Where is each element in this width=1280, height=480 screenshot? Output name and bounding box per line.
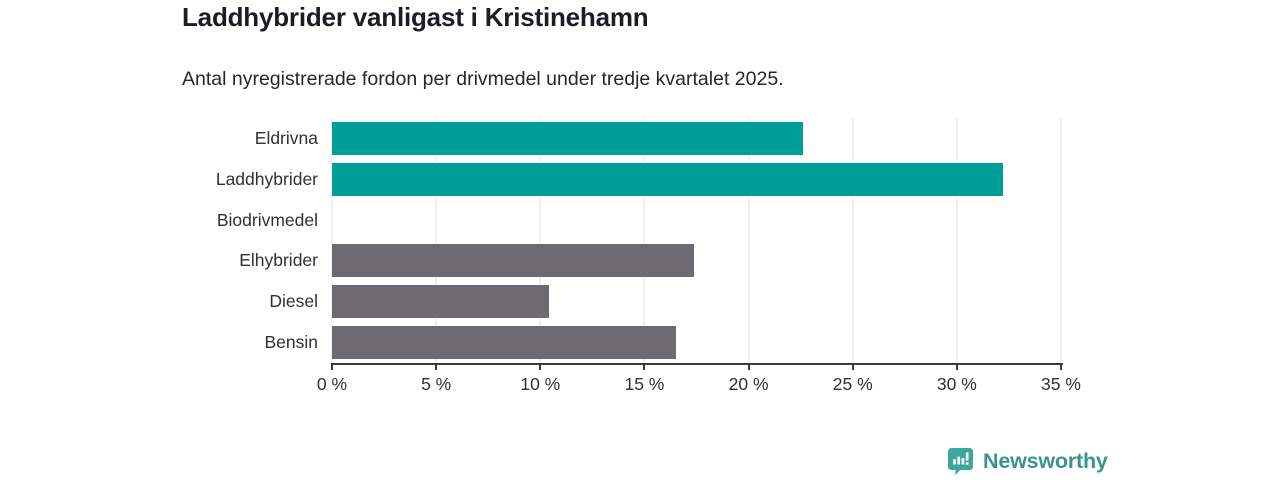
axis-tick-label: 0 % <box>316 374 348 394</box>
gridline <box>748 118 750 363</box>
axis-tick-label: 5 % <box>421 374 452 394</box>
gridline <box>435 118 437 363</box>
category-label: Elhybrider <box>239 250 318 271</box>
gridline <box>956 118 958 363</box>
axis-tick <box>539 363 542 370</box>
gridline <box>643 118 645 363</box>
category-label: Diesel <box>269 291 318 312</box>
axis-tick-label: 25 % <box>832 374 873 394</box>
axis-tick-label: 30 % <box>936 374 977 394</box>
gridline <box>539 118 541 363</box>
category-label: Eldrivna <box>254 127 318 148</box>
newsworthy-wordmark: Newsworthy <box>983 449 1108 473</box>
axis-tick <box>643 363 646 370</box>
axis-tick <box>435 363 438 370</box>
chart-title: Laddhybrider vanligast i Kristinehamn <box>182 2 649 32</box>
axis-tick <box>747 363 750 370</box>
axis-tick-label: 20 % <box>728 374 769 394</box>
bar-bensin <box>332 326 676 360</box>
category-label: Biodrivmedel <box>216 209 318 230</box>
gridline <box>331 118 333 363</box>
bar-diesel <box>332 285 549 319</box>
bar-laddhybrider <box>332 162 1003 196</box>
bar-elhybrider <box>332 244 695 278</box>
category-label: Laddhybrider <box>215 168 318 189</box>
gridline <box>852 118 854 363</box>
axis-tick-label: 15 % <box>624 374 665 394</box>
axis-tick <box>851 363 854 370</box>
axis-tick <box>955 363 958 370</box>
x-axis-line <box>331 363 1063 365</box>
axis-tick-label: 35 % <box>1041 374 1081 394</box>
category-label: Bensin <box>264 332 318 353</box>
category-labels: Eldrivna Laddhybrider Biodrivmedel Elhybrid… <box>0 118 318 363</box>
chart-subtitle: Antal nyregistrerade fordon per drivmede… <box>182 68 784 90</box>
bar-eldrivna <box>332 121 803 155</box>
newsworthy-icon <box>948 448 973 476</box>
axis-tick <box>1060 363 1062 370</box>
gridline <box>1060 118 1062 363</box>
newsworthy-logo[interactable]: Newsworthy <box>947 447 1108 476</box>
axis-tick-label: 10 % <box>520 374 561 394</box>
plot-area: 0 % 5 % 10 % 15 % 20 % 25 % 30 % 35 % <box>317 118 1081 394</box>
axis-tick <box>331 363 333 370</box>
